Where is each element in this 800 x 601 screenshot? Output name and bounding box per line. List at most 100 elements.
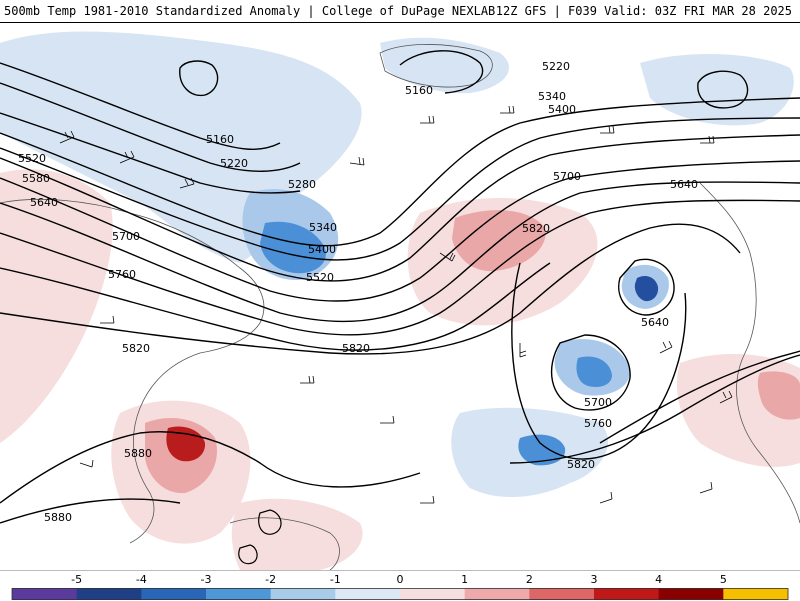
contour-5160-west	[0, 62, 281, 151]
contour-5580	[0, 160, 800, 302]
wind-barbs	[59, 105, 733, 504]
warm-anomaly-south	[231, 498, 363, 570]
color-scale-segment	[76, 588, 142, 600]
coastline-greenland	[379, 44, 493, 88]
contour-5220	[0, 82, 301, 172]
contour-label: 5640	[30, 196, 58, 209]
color-scale-segment	[12, 588, 78, 600]
contour-label: 5160	[405, 84, 433, 97]
color-scale-tick-label: 3	[590, 573, 598, 586]
contour-label: 5820	[122, 342, 150, 355]
cold-anomaly-shading	[0, 31, 794, 498]
small-closed-contours	[238, 509, 282, 565]
contour-label: 5580	[22, 172, 50, 185]
wind-barb	[59, 130, 75, 144]
contour-5340	[0, 97, 800, 247]
title-bar: 500mb Temp 1981-2010 Standardized Anomal…	[0, 0, 800, 23]
wind-barb	[179, 177, 195, 189]
contour-5640	[0, 181, 800, 323]
contour-label: 5700	[553, 170, 581, 183]
contour-5880-south	[0, 498, 181, 524]
contour-label: 5640	[670, 178, 698, 191]
wind-barb	[420, 115, 435, 124]
contour-label: 5880	[44, 511, 72, 524]
wind-barb	[699, 481, 713, 494]
cold-anomaly-core	[260, 221, 326, 274]
contour-label: 5220	[220, 157, 248, 170]
warm-anomaly-west	[0, 169, 113, 443]
color-scale-legend: -5 -4 -3 -2 -1 0 1 2 3 4 5	[0, 570, 800, 601]
coastline-europe-africa	[699, 182, 800, 524]
color-scale-tick-label: 4	[655, 573, 663, 586]
wind-barb	[349, 156, 365, 166]
contour-5700-north	[0, 199, 800, 336]
contour-5700-loop	[550, 334, 631, 411]
color-scale-tick-label: 2	[525, 573, 533, 586]
color-scale-segment	[270, 588, 336, 600]
color-scale-segment	[464, 588, 530, 600]
color-scale-bar	[11, 588, 789, 600]
contour-label: 5700	[584, 396, 612, 409]
color-scale-tick-label: 5	[719, 573, 727, 586]
color-scale-ticks: -5 -4 -3 -2 -1 0 1 2 3 4 5	[0, 571, 800, 587]
color-scale-segment	[723, 588, 789, 600]
color-scale-tick-label: -2	[265, 573, 277, 586]
contour-5160-east	[399, 50, 484, 94]
contour-label: 5520	[306, 271, 334, 284]
warm-anomaly-east-core	[757, 371, 800, 420]
color-scale-segment	[206, 588, 272, 600]
contour-5400	[0, 117, 800, 261]
wind-barb	[500, 105, 515, 114]
contour-5280	[0, 112, 301, 194]
model-run-info: 12Z GFS | F039 Valid: 03Z FRI MAR 28 202…	[495, 4, 792, 18]
contour-label: 5760	[584, 417, 612, 430]
wind-barb	[700, 135, 715, 144]
color-scale-tick-label: -1	[329, 573, 341, 586]
contour-label: 5160	[206, 133, 234, 146]
color-scale-segment	[335, 588, 401, 600]
contour-5640-cutoff	[618, 258, 675, 316]
contour-5820-east	[509, 354, 800, 464]
wind-barb	[439, 252, 456, 262]
color-scale-tick-label: -3	[200, 573, 212, 586]
wind-barb	[600, 125, 615, 134]
wind-barb	[100, 315, 115, 324]
contour-label: 5400	[548, 103, 576, 116]
closed-contour-south-2	[238, 544, 258, 565]
contour-5820-main	[0, 223, 741, 355]
wind-barb	[719, 390, 733, 404]
color-scale-segment	[658, 588, 724, 600]
color-scale-tick-label: -5	[71, 573, 83, 586]
contour-label: 5280	[288, 178, 316, 191]
contour-label: 5820	[342, 342, 370, 355]
color-scale-tick-label: -4	[135, 573, 147, 586]
contour-5820-loop	[511, 262, 687, 460]
cold-anomaly-south-atlantic	[518, 434, 566, 466]
map-canvas: 5160 5220 5340 5400 5160 5220 5280 5340 …	[0, 31, 800, 570]
contour-label: 5820	[522, 222, 550, 235]
geopotential-contours	[0, 50, 800, 524]
contour-label: 5400	[308, 243, 336, 256]
color-scale-segment	[141, 588, 207, 600]
map-title: 500mb Temp 1981-2010 Standardized Anomal…	[4, 4, 496, 18]
contour-label: 5220	[542, 60, 570, 73]
wind-barb	[119, 150, 135, 164]
wind-barb	[659, 340, 673, 354]
contour-5760-east	[599, 350, 800, 444]
contour-label: 5340	[309, 221, 337, 234]
cold-anomaly-cutoff-core	[634, 276, 659, 302]
contour-small-5220-ne	[697, 70, 749, 109]
color-scale-tick-label: 0	[396, 573, 404, 586]
contour-5520	[0, 134, 800, 282]
contour-label: 5820	[567, 458, 595, 471]
coastline-south-america	[229, 517, 340, 570]
contour-5880-caribbean	[0, 431, 421, 504]
contour-label: 5760	[108, 268, 136, 281]
wind-barb	[79, 459, 94, 468]
cold-anomaly-mid-ocean-core	[576, 356, 612, 387]
map-panel: 5160 5220 5340 5400 5160 5220 5280 5340 …	[0, 23, 800, 570]
closed-contour-south-1	[258, 509, 282, 535]
contour-label: 5880	[124, 447, 152, 460]
color-scale-segment	[594, 588, 660, 600]
